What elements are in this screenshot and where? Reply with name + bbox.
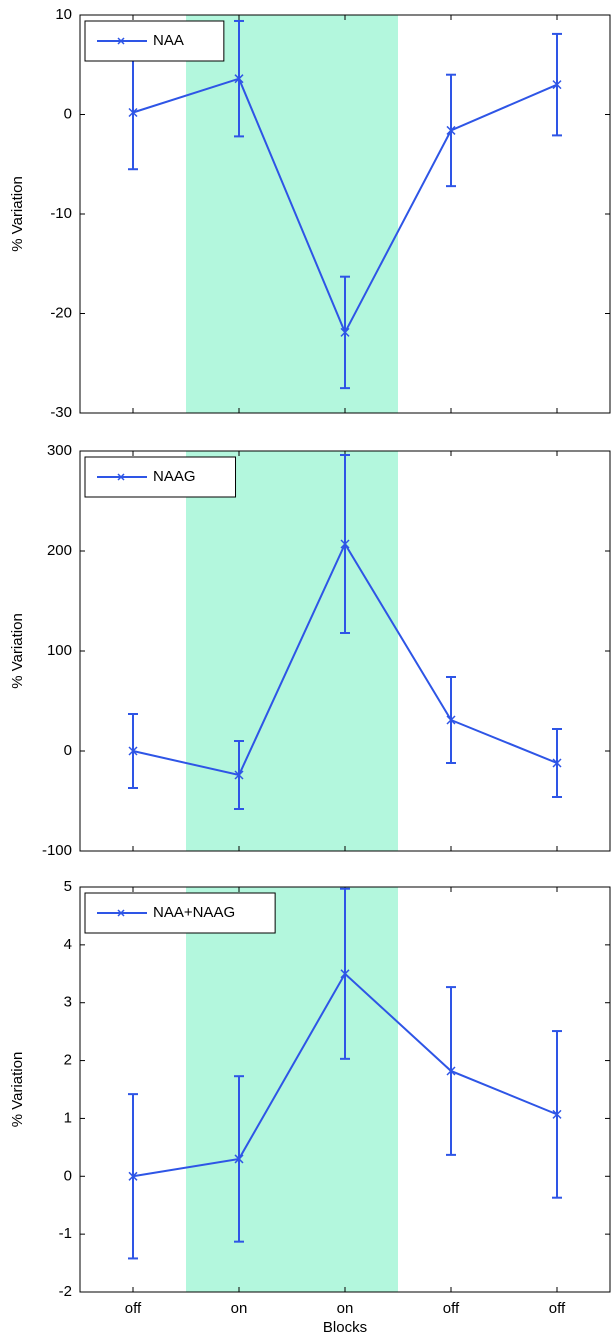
- marker: [128, 107, 138, 118]
- legend-marker: [117, 909, 125, 917]
- marker-stroke: [340, 539, 350, 549]
- legend-label: NAA: [153, 32, 184, 49]
- marker-stroke: [234, 74, 244, 84]
- y-tick-label: 200: [47, 542, 72, 559]
- y-tick-label: -10: [50, 205, 72, 222]
- marker-stroke: [340, 969, 350, 979]
- marker: [340, 327, 350, 337]
- y-tick-label: 3: [64, 994, 72, 1011]
- legend-label: NAAG: [153, 468, 196, 485]
- shaded-region: [186, 887, 398, 1292]
- marker-stroke: [117, 473, 125, 481]
- y-tick-label: -20: [50, 304, 72, 321]
- marker-stroke: [446, 125, 456, 135]
- marker-stroke: [128, 1171, 138, 1181]
- marker: [552, 758, 562, 768]
- y-axis-label: % Variation: [9, 1052, 26, 1128]
- marker-stroke: [128, 746, 138, 756]
- y-tick-label: -30: [50, 404, 72, 421]
- marker-stroke: [552, 1109, 562, 1119]
- marker-stroke: [128, 107, 138, 118]
- legend-marker: [117, 37, 125, 45]
- y-tick-label: 1: [64, 1109, 72, 1126]
- marker-stroke: [340, 327, 350, 337]
- marker-stroke: [234, 770, 244, 780]
- y-tick-label: 300: [47, 442, 72, 459]
- x-tick-label: on: [337, 1300, 354, 1317]
- y-tick-label: -100: [42, 842, 72, 859]
- marker: [340, 969, 350, 979]
- y-tick-label: 0: [64, 742, 72, 759]
- marker: [128, 1171, 138, 1181]
- marker-stroke: [552, 80, 562, 90]
- marker: [128, 746, 138, 756]
- y-tick-label: 5: [64, 878, 72, 895]
- marker: [552, 1109, 562, 1119]
- y-tick-label: 2: [64, 1052, 72, 1069]
- y-tick-label: 0: [64, 105, 72, 122]
- y-axis-label: % Variation: [9, 176, 26, 252]
- y-tick-label: 100: [47, 642, 72, 659]
- marker-stroke: [117, 909, 125, 917]
- marker-stroke: [117, 37, 125, 45]
- shaded-region: [186, 451, 398, 851]
- y-axis-label: % Variation: [9, 613, 26, 689]
- marker: [234, 74, 244, 84]
- marker: [446, 125, 456, 135]
- shaded-region: [186, 15, 398, 413]
- marker: [340, 539, 350, 549]
- legend-label: NAA+NAAG: [153, 904, 235, 921]
- x-axis-label: Blocks: [323, 1319, 367, 1336]
- marker: [552, 80, 562, 90]
- marker: [446, 1066, 456, 1076]
- marker-stroke: [552, 758, 562, 768]
- x-tick-label: off: [125, 1300, 142, 1317]
- y-tick-label: 4: [64, 936, 72, 953]
- legend-marker: [117, 473, 125, 481]
- marker-stroke: [234, 1154, 244, 1164]
- marker-stroke: [446, 715, 456, 725]
- marker: [446, 715, 456, 725]
- marker: [234, 1154, 244, 1164]
- x-tick-label: on: [231, 1300, 248, 1317]
- y-tick-label: 0: [64, 1167, 72, 1184]
- x-tick-label: off: [443, 1300, 460, 1317]
- x-tick-label: off: [549, 1300, 566, 1317]
- y-tick-label: -1: [59, 1225, 72, 1242]
- y-tick-label: 10: [55, 6, 72, 23]
- marker: [234, 770, 244, 780]
- y-tick-label: -2: [59, 1283, 72, 1300]
- marker-stroke: [446, 1066, 456, 1076]
